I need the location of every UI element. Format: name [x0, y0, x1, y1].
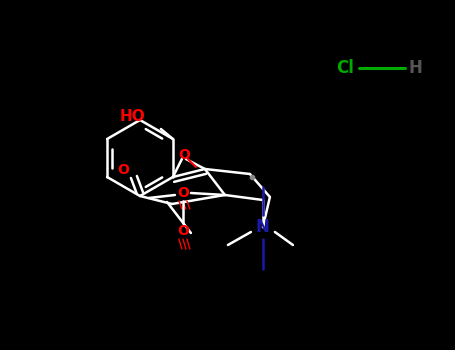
Text: O: O	[177, 186, 189, 200]
Text: N: N	[256, 218, 270, 236]
Text: O: O	[178, 148, 190, 162]
Text: H: H	[408, 59, 422, 77]
Text: O: O	[117, 163, 129, 177]
Text: Cl: Cl	[336, 59, 354, 77]
Text: HO: HO	[119, 110, 145, 125]
Text: O: O	[177, 224, 189, 238]
